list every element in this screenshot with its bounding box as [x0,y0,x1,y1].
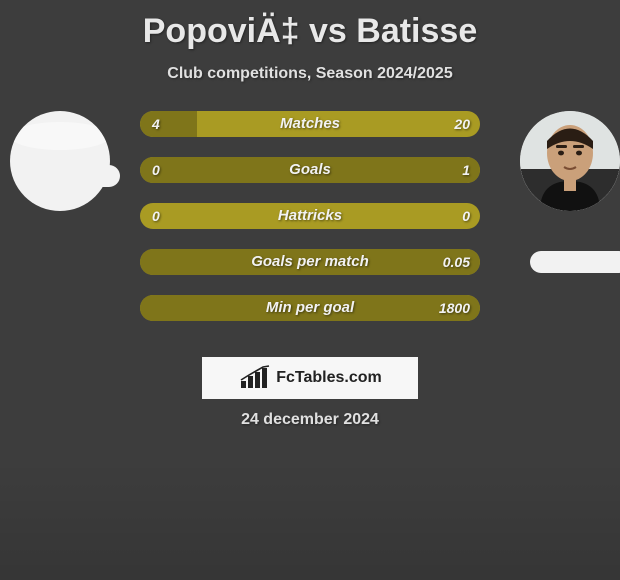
stat-value-right: 1800 [439,295,470,321]
avatar-left [10,111,110,211]
stat-row: Goals per match0.05 [140,249,480,275]
stat-row: 4Matches20 [140,111,480,137]
avatar-right [520,111,620,211]
stat-label: Hattricks [140,203,480,229]
bottom-shadow [0,460,620,580]
avatar-placeholder-icon [10,111,110,211]
page-title: PopoviÄ‡ vs Batisse [0,0,620,51]
source-badge: FcTables.com [202,357,418,399]
subtitle: Club competitions, Season 2024/2025 [0,65,620,83]
name-pill-right [530,251,620,273]
stat-row: 0Hattricks0 [140,203,480,229]
badge-text: FcTables.com [276,369,382,387]
stat-label: Matches [140,111,480,137]
stat-label: Goals [140,157,480,183]
stat-row: 0Goals1 [140,157,480,183]
stat-value-right: 0 [462,203,470,229]
avatar-photo-icon [520,111,620,211]
stat-value-right: 1 [462,157,470,183]
stat-bars: 4Matches200Goals10Hattricks0Goals per ma… [140,111,480,341]
stat-value-right: 0.05 [443,249,470,275]
name-pill-left [20,165,120,187]
stat-label: Goals per match [140,249,480,275]
stat-label: Min per goal [140,295,480,321]
date-line: 24 december 2024 [0,411,620,429]
stat-row: Min per goal1800 [140,295,480,321]
stat-value-right: 20 [454,111,470,137]
chart-logo-icon [238,365,272,391]
